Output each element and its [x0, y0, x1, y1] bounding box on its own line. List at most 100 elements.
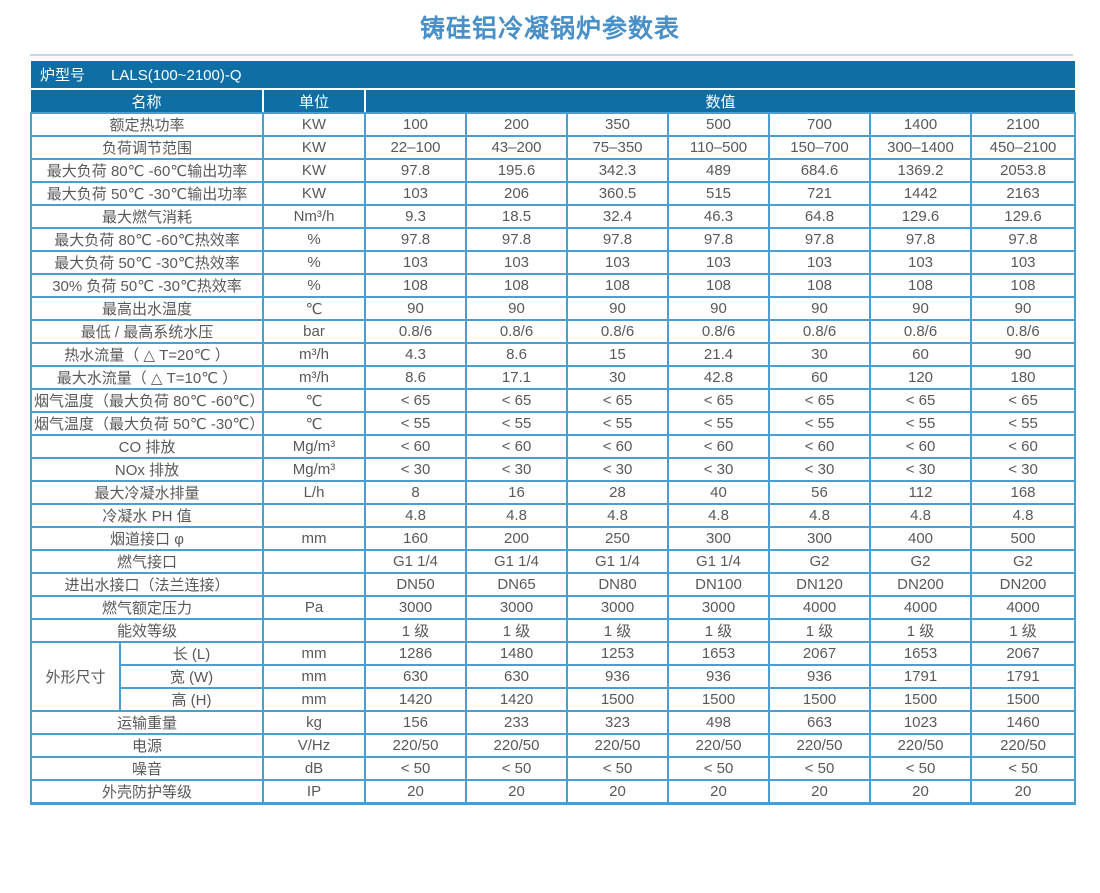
value-cell: < 55 [667, 411, 770, 436]
value-cell: 20 [869, 779, 972, 805]
value-cell: 3000 [364, 595, 467, 620]
value-cell: 4000 [768, 595, 871, 620]
table-row: 最大负荷 80℃ -60℃输出功率 KW 97.8 195.6 342.3 489 684.… [30, 158, 1077, 183]
value-cell: < 55 [969, 411, 1077, 436]
value-cell: 9.3 [364, 204, 467, 229]
value-cell: < 65 [869, 388, 972, 413]
value-column-header: 数值 [363, 89, 1076, 114]
table-row: 外形尺寸长 (L) mm 1286 1480 1253 1653 2067 1653 2067 [30, 641, 1077, 712]
spec-table: 炉型号 LALS(100~2100)-Q 名称 单位 数值 额定热功率 KW 100 2… [30, 61, 1077, 805]
value-cell: 515 [667, 181, 770, 206]
value-cell: 489 [667, 158, 770, 183]
value-cell: 663 [768, 710, 871, 735]
value-cell: 90 [768, 296, 871, 321]
value-cell: 1480 [465, 641, 568, 666]
value-cell: < 60 [768, 434, 871, 459]
value-cell: < 55 [768, 411, 871, 436]
unit-cell: Nm³/h [262, 204, 366, 229]
value-cell: G2 [768, 549, 871, 574]
value-cell: 4000 [869, 595, 972, 620]
value-cell: 220/50 [364, 733, 467, 758]
value-cell: < 55 [465, 411, 568, 436]
table-row: 烟气温度（最大负荷 50℃ -30℃） ℃ < 55 < 55 < 55 < 55 < 55… [30, 411, 1077, 436]
value-cell: 0.8/6 [566, 319, 669, 344]
param-name-cell: 外壳防护等级 [30, 779, 264, 805]
unit-cell: KW [262, 112, 366, 137]
value-cell: 4.8 [364, 503, 467, 528]
value-cell: 4000 [969, 595, 1077, 620]
value-cell: 1 级 [465, 618, 568, 643]
value-cell: 180 [969, 365, 1077, 390]
table-row: 宽 (W) mm 630 630 936 936 936 1791 1791 [31, 664, 1077, 689]
value-cell: 0.8/6 [465, 319, 568, 344]
param-name-cell: 最大负荷 80℃ -60℃热效率 [30, 227, 264, 252]
value-cell: 1 级 [667, 618, 770, 643]
table-row: 烟道接口 φ mm 160 200 250 300 300 400 500 [30, 526, 1077, 551]
value-cell: < 55 [869, 411, 972, 436]
value-cell: < 60 [869, 434, 972, 459]
value-cell: G1 1/4 [364, 549, 467, 574]
value-cell: < 30 [364, 457, 467, 482]
value-cell: DN50 [364, 572, 467, 597]
value-cell: < 30 [768, 457, 871, 482]
param-name-cell: 负荷调节范围 [30, 135, 264, 160]
param-name-cell: 最大燃气消耗 [30, 204, 264, 229]
value-cell: 60 [869, 342, 972, 367]
unit-cell: Mg/m³ [262, 434, 366, 459]
param-name-cell: 最大负荷 80℃ -60℃输出功率 [30, 158, 264, 183]
table-row: 最高出水温度 ℃ 90 90 90 90 90 90 90 [30, 296, 1077, 321]
value-cell: 97.8 [364, 158, 467, 183]
value-cell: 108 [969, 273, 1077, 298]
unit-cell: KW [262, 135, 366, 160]
table-row: 电源 V/Hz 220/50 220/50 220/50 220/50 220/50 220/… [30, 733, 1077, 758]
model-header-row: 炉型号 LALS(100~2100)-Q [31, 61, 1076, 90]
value-cell: 1791 [869, 664, 972, 689]
param-name-cell: 最大负荷 50℃ -30℃输出功率 [30, 181, 264, 206]
value-cell: 108 [566, 273, 669, 298]
value-cell: 90 [364, 296, 467, 321]
param-name-cell: 电源 [30, 733, 264, 758]
value-cell: 30 [566, 365, 669, 390]
value-cell: 220/50 [768, 733, 871, 758]
unit-cell: ℃ [262, 388, 366, 413]
param-name-cell: 最高出水温度 [30, 296, 264, 321]
value-cell: 4.8 [869, 503, 972, 528]
value-cell: < 50 [969, 756, 1077, 781]
unit-cell: m³/h [262, 365, 366, 390]
unit-cell: mm [262, 664, 366, 689]
value-cell: 721 [768, 181, 871, 206]
dimension-group-cell: 外形尺寸 [30, 641, 121, 712]
param-name-cell: 燃气接口 [30, 549, 264, 574]
value-cell: 20 [566, 779, 669, 805]
value-cell: 103 [364, 250, 467, 275]
value-cell: 2163 [969, 181, 1077, 206]
value-cell: < 65 [969, 388, 1077, 413]
table-row: CO 排放 Mg/m³ < 60 < 60 < 60 < 60 < 60 < 60 < 60 [30, 434, 1077, 459]
value-cell: 150–700 [768, 135, 871, 160]
value-cell: < 55 [566, 411, 669, 436]
value-cell: 103 [667, 250, 770, 275]
value-cell: G1 1/4 [465, 549, 568, 574]
value-cell: 20 [667, 779, 770, 805]
param-name-cell: CO 排放 [30, 434, 264, 459]
value-cell: 1253 [566, 641, 669, 666]
value-cell: 75–350 [566, 135, 669, 160]
value-cell: 1791 [969, 664, 1077, 689]
value-cell: 2067 [768, 641, 871, 666]
value-cell: 20 [465, 779, 568, 805]
table-row: 30% 负荷 50℃ -30℃热效率% 108 108 108 108 108 108 108 [30, 273, 1077, 298]
value-cell: < 50 [667, 756, 770, 781]
value-cell: 129.6 [869, 204, 972, 229]
value-cell: 97.8 [969, 227, 1077, 252]
value-cell: 450–2100 [969, 135, 1077, 160]
value-cell: < 65 [465, 388, 568, 413]
value-cell: 300 [768, 526, 871, 551]
value-cell: 200 [465, 526, 568, 551]
table-row: 热水流量（ △ T=20℃ ） m³/h 4.3 8.6 15 21.4 30 60 90 [30, 342, 1077, 367]
param-name-cell: 冷凝水 PH 值 [30, 503, 264, 528]
spec-table-body: 额定热功率 KW 100 200 350 500 700 1400 2100 负荷调节范围 KW 22… [30, 112, 1077, 805]
param-name-cell: 进出水接口（法兰连接） [30, 572, 264, 597]
unit-cell: IP [262, 779, 366, 805]
value-cell: 4.3 [364, 342, 467, 367]
unit-cell: KW [262, 158, 366, 183]
